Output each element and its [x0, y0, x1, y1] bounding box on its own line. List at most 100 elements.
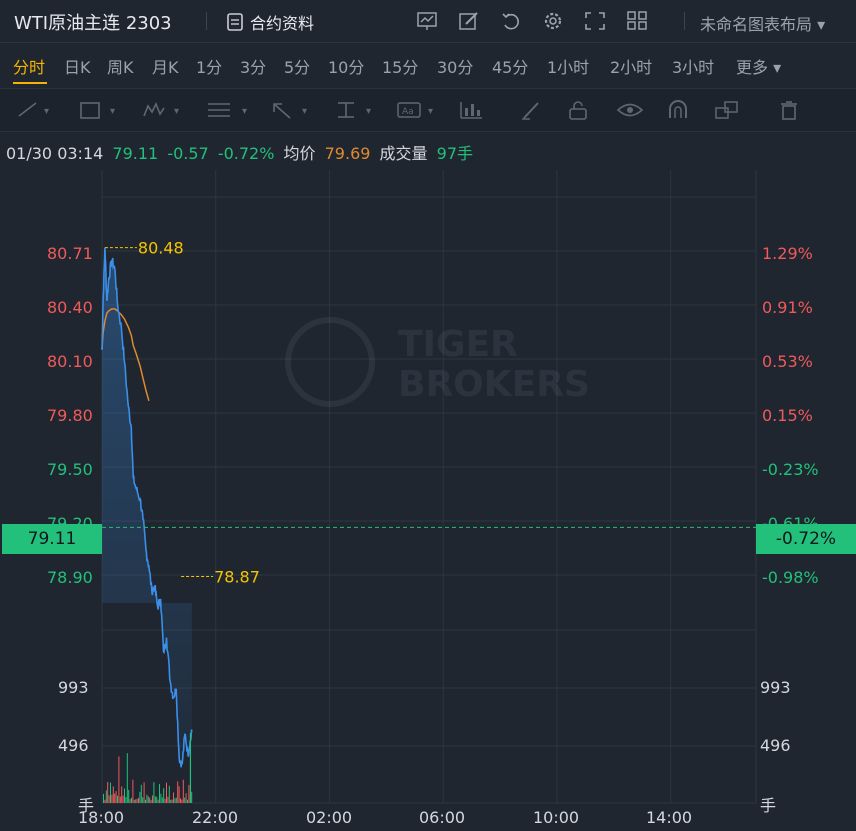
- period-tab[interactable]: 月K: [152, 58, 179, 77]
- layout-dropdown[interactable]: 未命名图表布局 ▾: [700, 11, 825, 35]
- drawing-toolbar: ▾ ▾ ▾ ▾ ▾ ▾ Aa ▾: [0, 88, 856, 132]
- eye-icon[interactable]: [616, 97, 644, 123]
- pct-axis-label: 0.53%: [762, 352, 813, 371]
- volume-bar: [180, 798, 181, 803]
- period-tab[interactable]: 分时: [13, 58, 46, 77]
- more-label: 更多: [736, 58, 769, 77]
- period-tab[interactable]: 周K: [107, 58, 134, 77]
- caret-down-icon: ▾: [773, 58, 782, 77]
- volume-bar: [184, 797, 186, 803]
- volume-bar: [150, 799, 152, 803]
- volume-bar: [170, 799, 172, 803]
- volume-bar: [167, 796, 169, 803]
- svg-text:▾: ▾: [428, 106, 433, 117]
- more-periods-dropdown[interactable]: 更多 ▾: [736, 54, 781, 78]
- divider: [206, 12, 207, 30]
- pct-axis-label: 0.91%: [762, 298, 813, 317]
- layers-icon[interactable]: [714, 97, 740, 123]
- volume-bar: [138, 797, 139, 803]
- arrow-tool-icon[interactable]: ▾: [270, 97, 314, 123]
- period-tab[interactable]: 5分: [284, 58, 311, 77]
- avg-price-line: [101, 308, 150, 402]
- volume-bar: [110, 782, 111, 803]
- period-tab[interactable]: 10分: [328, 58, 365, 77]
- pattern-tool-icon[interactable]: ▾: [142, 97, 186, 123]
- volume-unit-label: 手: [760, 796, 777, 815]
- svg-text:▾: ▾: [242, 106, 247, 117]
- pct-axis-label: 0.15%: [762, 406, 813, 425]
- time-axis-label: 22:00: [192, 808, 239, 827]
- quote-info-line: 01/30 03:14 79.11 -0.57 -0.72% 均价 79.69 …: [6, 140, 477, 164]
- period-tab[interactable]: 1分: [196, 58, 223, 77]
- volume-bar: [132, 779, 134, 803]
- volume-bar: [142, 797, 144, 803]
- pen-icon[interactable]: [520, 97, 544, 123]
- price-axis-label: 80.40: [47, 298, 93, 317]
- period-tab[interactable]: 30分: [437, 58, 474, 77]
- magnet-icon[interactable]: [666, 97, 690, 123]
- rect-tool-icon[interactable]: ▾: [78, 97, 122, 123]
- period-tab[interactable]: 日K: [64, 58, 91, 77]
- svg-text:▾: ▾: [366, 106, 371, 117]
- avg-label: 均价: [283, 144, 316, 163]
- text-tool-icon[interactable]: Aa ▾: [396, 97, 440, 123]
- chart-icon[interactable]: [414, 8, 440, 34]
- volume-bar: [129, 799, 131, 803]
- volume-bar: [187, 799, 188, 803]
- price-line: [101, 247, 193, 768]
- volume-bar: [173, 792, 174, 803]
- period-bar: 分时 日K 周K 月K 1分 3分 5分 10分 15分 30分 45分 1小时…: [0, 42, 856, 86]
- quote-change: -0.57: [167, 144, 209, 163]
- time-axis-label: 18:00: [78, 808, 125, 827]
- watermark-text: TIGER: [398, 324, 518, 365]
- period-tab[interactable]: 3小时: [672, 58, 715, 77]
- contract-info-button[interactable]: 合约资料: [226, 10, 314, 34]
- volume-bar: [114, 793, 116, 803]
- period-tab[interactable]: 2小时: [610, 58, 653, 77]
- quote-change-pct: -0.72%: [217, 144, 275, 163]
- undo-icon[interactable]: [498, 8, 524, 34]
- period-tab[interactable]: 15分: [382, 58, 419, 77]
- fullscreen-icon[interactable]: [582, 8, 608, 34]
- volume-bar: [118, 756, 120, 803]
- price-axis-label: 79.50: [47, 460, 93, 479]
- volume-unit-label: 手: [78, 796, 95, 815]
- volume-bar: [156, 796, 158, 803]
- header-bar: WTI原油主连 2303 合约资料 未命名图表布局 ▾: [0, 0, 856, 43]
- low-label: 78.87: [214, 567, 260, 586]
- period-tab[interactable]: 3分: [240, 58, 267, 77]
- price-axis-label: 79.80: [47, 406, 93, 425]
- measure-tool-icon[interactable]: ▾: [334, 97, 378, 123]
- volume-axis-label: 993: [760, 678, 791, 697]
- high-marker: 80.48: [104, 239, 184, 258]
- volume-bar: [126, 753, 128, 803]
- volume-bar: [160, 793, 162, 803]
- current-price-tag: 79.11: [2, 524, 102, 554]
- lock-icon[interactable]: [566, 97, 590, 123]
- gear-icon[interactable]: [540, 8, 566, 34]
- current-pct-tag: -0.72%: [756, 524, 856, 554]
- time-axis-label: 06:00: [419, 808, 466, 827]
- period-tab[interactable]: 1小时: [547, 58, 590, 77]
- edit-icon[interactable]: [456, 8, 482, 34]
- indicator-tool-icon[interactable]: [458, 97, 486, 123]
- volume-bar: [161, 797, 163, 803]
- line-tool-icon[interactable]: ▾: [16, 97, 56, 123]
- volume-bar: [115, 791, 117, 803]
- volume-bar: [128, 789, 130, 803]
- grid-icon[interactable]: [624, 8, 650, 34]
- volume-bar: [117, 795, 118, 803]
- volume-bar: [188, 785, 190, 803]
- volume-axis-label: 993: [58, 678, 89, 697]
- period-tab[interactable]: 45分: [492, 58, 529, 77]
- watermark: TIGER BROKERS: [285, 317, 590, 407]
- fib-tool-icon[interactable]: ▾: [206, 97, 254, 123]
- volume-bar: [112, 786, 114, 803]
- volume-bar: [143, 782, 145, 803]
- volume-bar: [119, 796, 121, 803]
- symbol-title[interactable]: WTI原油主连 2303: [14, 13, 172, 34]
- volume-bar: [139, 792, 141, 803]
- volume-bar: [174, 798, 176, 803]
- trash-icon[interactable]: [778, 97, 800, 123]
- divider: [684, 12, 685, 30]
